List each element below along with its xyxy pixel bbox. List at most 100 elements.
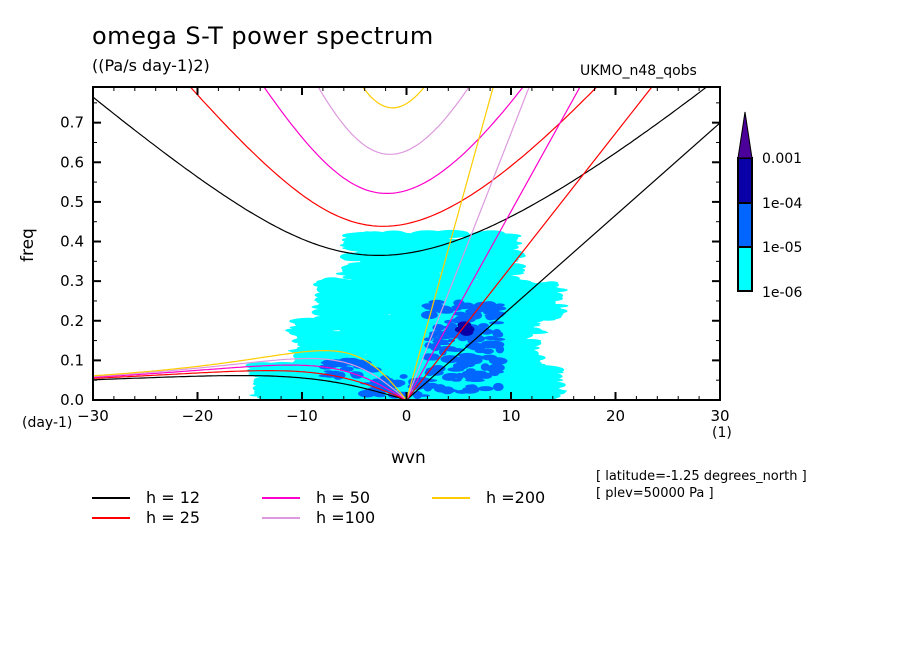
model-label: UKMO_n48_qobs (580, 63, 697, 79)
spectrum-blob (312, 391, 327, 396)
spectrum-blob (399, 358, 432, 366)
inertia-gravity-wave-curve (93, 87, 708, 256)
colorbar-label: 1e-05 (762, 240, 802, 256)
spectrum-blob (399, 374, 408, 379)
colorbar-label: 1e-06 (762, 285, 802, 301)
colorbar-label: 0.001 (762, 151, 802, 167)
spectrum-blob (472, 269, 491, 273)
legend-item-h50: h = 50 (262, 488, 370, 507)
spectrum-blob (512, 362, 526, 366)
spectrum-blob (535, 281, 560, 289)
latitude-info: [ latitude=-1.25 degrees_north ] (596, 469, 807, 484)
colorbar-segment (737, 246, 753, 292)
rossby-wave-curve (93, 364, 407, 400)
spectrum-blob (320, 277, 343, 286)
spectrum-blob (480, 363, 490, 371)
x-tick-label: −20 (182, 407, 214, 425)
y-tick-label: 0.2 (60, 312, 84, 330)
spectrum-blob (481, 301, 497, 310)
x-axis-label: wvn (391, 448, 426, 468)
spectrum-blob (420, 310, 438, 320)
chart-units: ((Pa/s day-1)2) (92, 56, 210, 75)
spectrum-blob (468, 378, 485, 382)
x-tick-label: −10 (286, 407, 318, 425)
legend-label: h =100 (316, 508, 376, 527)
inertia-gravity-wave-curve (263, 87, 524, 194)
y-tick-label: 0.6 (60, 153, 84, 171)
spectrum-blob (477, 386, 494, 392)
x-tick-label: 20 (606, 407, 625, 425)
spectrum-blob (299, 386, 323, 391)
spectrum-blob (474, 355, 491, 359)
y-tick-label: 0.4 (60, 233, 84, 251)
spectrum-blob (368, 250, 389, 256)
legend-item-h25: h = 25 (92, 508, 200, 527)
legend-item-h100: h =100 (262, 508, 375, 527)
spectrum-blob (448, 336, 461, 339)
spectrum-blob (354, 235, 387, 241)
y-tick-label: 0.3 (60, 272, 84, 290)
spectrum-blob (518, 287, 542, 291)
spectrum-blob (464, 237, 495, 241)
spectrum-blob (327, 313, 355, 320)
spectrum-blob (380, 260, 396, 267)
legend-swatch (92, 516, 130, 519)
inertia-gravity-wave-curve (189, 87, 598, 227)
legend-item-h12: h = 12 (92, 488, 200, 507)
legend-item-h200: h =200 (432, 488, 545, 507)
spectrum-blob (283, 378, 312, 385)
spectrum-blob (383, 338, 421, 346)
spectrum-blob (464, 251, 479, 259)
spectrum-blob (352, 309, 367, 316)
spectrum-blob (257, 376, 287, 384)
spectrum-blob (409, 243, 436, 252)
spectrum-blob (454, 342, 470, 347)
spectrum-blob (453, 311, 467, 316)
spectrum-blob (374, 299, 399, 307)
y-tick-label: 0.1 (60, 351, 84, 369)
pressure-level-info: [ plev=50000 Pa ] (596, 486, 714, 501)
spectrum-blob (444, 373, 458, 377)
inertia-gravity-wave-curve (362, 87, 426, 109)
spectrum-blob (332, 294, 370, 299)
kelvin-wave-line (405, 87, 494, 400)
spectrum-blob (539, 293, 560, 301)
spectrum-blob (311, 304, 337, 310)
spectrum-blob (392, 304, 420, 311)
spectrum-blob (467, 241, 498, 249)
rossby-wave-curve (93, 357, 407, 400)
spectrum-blob (479, 372, 493, 379)
y-tick-label: 0.0 (60, 391, 84, 409)
spectrum-blob (373, 332, 407, 336)
spectrum-blob (378, 306, 398, 311)
kelvin-wave-line (406, 87, 653, 400)
spectrum-blob (412, 390, 422, 400)
spectrum-blob (516, 327, 543, 334)
legend-label: h = 12 (146, 488, 201, 507)
spectrum-blob (300, 346, 333, 350)
spectrum-blob (357, 327, 391, 333)
spectrum-blob (432, 339, 450, 344)
spectrum-blob (447, 389, 458, 392)
spectrum-blob (425, 382, 439, 389)
spectrum-blob (299, 333, 318, 342)
spectrum-blob (478, 323, 489, 328)
spectrum-blob (500, 234, 520, 238)
x-tick-label: 30 (710, 407, 729, 425)
spectrum-blob (445, 259, 480, 264)
spectrum-blob (504, 385, 521, 392)
x-tick-label: −30 (77, 407, 109, 425)
spectrum-blob (354, 359, 366, 363)
spectrum-blob (492, 250, 507, 255)
spectrum-blob (489, 357, 508, 365)
spectrum-blob (462, 335, 471, 340)
spectrum-blob (341, 345, 373, 350)
spectrum-blob (438, 348, 447, 356)
spectrum-blob (527, 382, 558, 390)
spectrum-blob (462, 389, 477, 394)
spectrum-blob (448, 267, 465, 272)
spectrum-blob (478, 273, 497, 280)
spectrum-blob (507, 357, 520, 363)
x-axis-unit: (1) (712, 425, 732, 441)
